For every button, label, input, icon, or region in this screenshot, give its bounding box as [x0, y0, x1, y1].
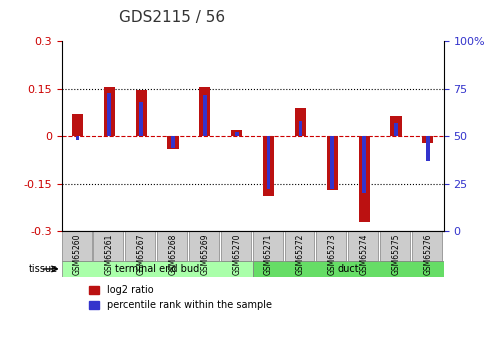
Bar	[168, 136, 178, 149]
Bar	[171, 136, 175, 148]
Text: GSM65260: GSM65260	[73, 234, 82, 275]
Text: GSM65274: GSM65274	[359, 234, 369, 275]
FancyBboxPatch shape	[62, 261, 252, 277]
FancyBboxPatch shape	[157, 231, 187, 261]
Bar	[394, 123, 398, 136]
Bar	[199, 87, 211, 136]
Bar	[426, 136, 430, 161]
FancyBboxPatch shape	[412, 231, 442, 261]
Text: GSM65272: GSM65272	[296, 234, 305, 275]
Bar	[358, 136, 370, 222]
Bar	[327, 136, 338, 190]
Text: GSM65271: GSM65271	[264, 234, 273, 275]
Bar	[235, 132, 239, 136]
FancyBboxPatch shape	[380, 231, 410, 261]
FancyBboxPatch shape	[221, 231, 251, 261]
FancyBboxPatch shape	[348, 231, 378, 261]
Text: GSM65276: GSM65276	[423, 234, 432, 275]
Bar	[422, 136, 433, 142]
Bar	[75, 136, 79, 140]
FancyBboxPatch shape	[62, 231, 92, 261]
Text: duct: duct	[337, 264, 359, 274]
Text: GSM65269: GSM65269	[200, 234, 210, 275]
FancyBboxPatch shape	[252, 231, 282, 261]
Bar	[203, 95, 207, 136]
FancyBboxPatch shape	[317, 231, 346, 261]
Bar	[231, 130, 243, 136]
Bar	[267, 136, 271, 189]
Text: GSM65273: GSM65273	[328, 234, 337, 275]
Bar	[362, 136, 366, 193]
Bar	[295, 108, 306, 136]
Bar	[72, 114, 83, 136]
Bar	[107, 92, 111, 136]
Bar	[263, 136, 274, 196]
Bar	[390, 116, 401, 136]
Legend: log2 ratio, percentile rank within the sample: log2 ratio, percentile rank within the s…	[86, 282, 276, 314]
FancyBboxPatch shape	[125, 231, 155, 261]
FancyBboxPatch shape	[94, 231, 123, 261]
Bar	[104, 87, 115, 136]
Bar	[330, 136, 334, 189]
Bar	[298, 121, 302, 136]
Text: GSM65268: GSM65268	[169, 234, 177, 275]
FancyBboxPatch shape	[252, 261, 444, 277]
Bar	[140, 102, 143, 136]
Text: GDS2115 / 56: GDS2115 / 56	[119, 10, 226, 25]
Text: GSM65270: GSM65270	[232, 234, 241, 275]
Text: GSM65261: GSM65261	[105, 234, 114, 275]
Bar	[136, 90, 147, 136]
FancyBboxPatch shape	[284, 231, 315, 261]
Text: tissue: tissue	[29, 264, 58, 274]
Text: GSM65275: GSM65275	[391, 234, 400, 275]
FancyBboxPatch shape	[189, 231, 219, 261]
Text: GSM65267: GSM65267	[137, 234, 146, 275]
Text: terminal end bud: terminal end bud	[115, 264, 199, 274]
